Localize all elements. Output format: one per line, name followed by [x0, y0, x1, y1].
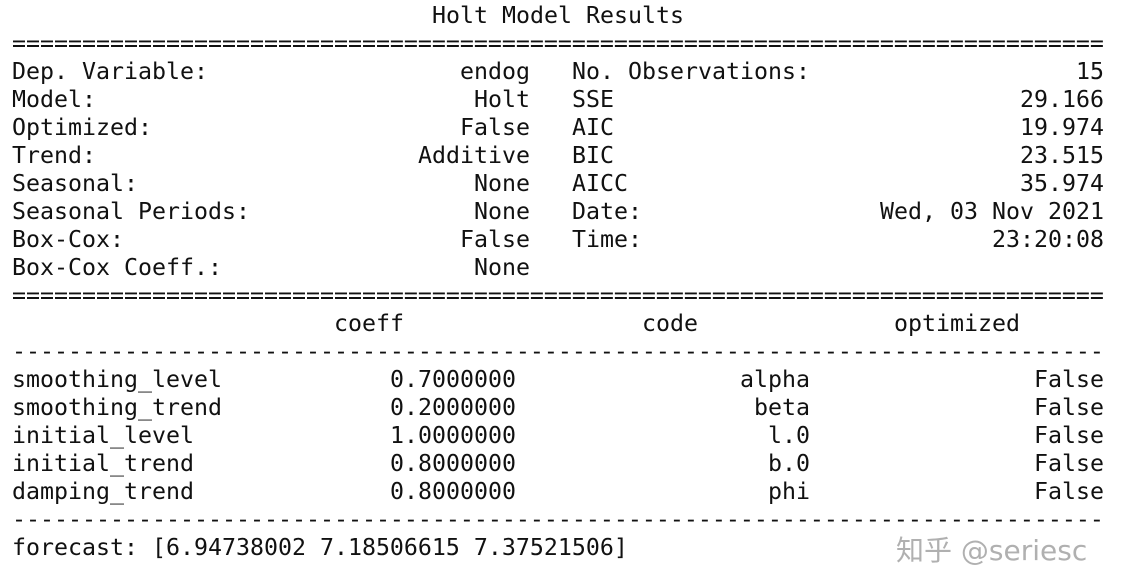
info-value: 23.515 — [1020, 142, 1104, 169]
param-name: initial_level — [12, 422, 194, 449]
watermark: 知乎 @seriesc — [896, 534, 1088, 567]
double-rule: ========================================… — [12, 30, 1104, 57]
param-code: l.0 — [768, 422, 810, 449]
params-row: smoothing_trend 0.2000000 beta False — [12, 394, 1104, 422]
info-value: Additive — [418, 142, 530, 169]
info-value: Holt — [474, 86, 530, 113]
param-optimized: False — [1034, 394, 1104, 421]
param-name: smoothing_level — [12, 366, 222, 393]
info-label: AIC — [572, 114, 614, 141]
param-coeff: 1.0000000 — [390, 422, 516, 449]
info-value: endog — [460, 58, 530, 85]
info-value: 35.974 — [1020, 170, 1104, 197]
info-value: 29.166 — [1020, 86, 1104, 113]
column-header-code: code — [642, 310, 698, 337]
info-label: Seasonal Periods: — [12, 198, 250, 225]
info-row: Dep. Variable: endog No. Observations: 15 — [12, 58, 1104, 86]
info-label: No. Observations: — [572, 58, 810, 85]
param-optimized: False — [1034, 422, 1104, 449]
info-label: Date: — [572, 198, 642, 225]
info-label: Dep. Variable: — [12, 58, 208, 85]
info-label: Box-Cox: — [12, 226, 124, 253]
column-header-optimized: optimized — [894, 310, 1020, 337]
info-value: 19.974 — [1020, 114, 1104, 141]
params-row: initial_trend 0.8000000 b.0 False — [12, 450, 1104, 478]
param-coeff: 0.2000000 — [390, 394, 516, 421]
params-row: initial_level 1.0000000 l.0 False — [12, 422, 1104, 450]
param-code: alpha — [740, 366, 810, 393]
param-code: beta — [754, 394, 810, 421]
info-value: 23:20:08 — [992, 226, 1104, 253]
info-row: Box-Cox Coeff.: None — [12, 254, 1104, 282]
info-value: None — [474, 170, 530, 197]
info-label: BIC — [572, 142, 614, 169]
param-name: smoothing_trend — [12, 394, 222, 421]
param-coeff: 0.8000000 — [390, 450, 516, 477]
info-value: None — [474, 198, 530, 225]
info-label: Seasonal: — [12, 170, 138, 197]
param-coeff: 0.8000000 — [390, 478, 516, 505]
param-code: b.0 — [768, 450, 810, 477]
info-value: False — [460, 114, 530, 141]
info-value: Wed, 03 Nov 2021 — [880, 198, 1104, 225]
column-header-coeff: coeff — [334, 310, 404, 337]
info-label: Time: — [572, 226, 642, 253]
table-title: Holt Model Results — [432, 2, 684, 29]
info-value: False — [460, 226, 530, 253]
param-name: initial_trend — [12, 450, 194, 477]
param-optimized: False — [1034, 450, 1104, 477]
param-optimized: False — [1034, 366, 1104, 393]
single-rule: ----------------------------------------… — [12, 506, 1104, 533]
params-header: coeff code optimized — [12, 310, 1104, 338]
info-value: 15 — [1076, 58, 1104, 85]
param-optimized: False — [1034, 478, 1104, 505]
params-row: damping_trend 0.8000000 phi False — [12, 478, 1104, 506]
info-label: Box-Cox Coeff.: — [12, 254, 222, 281]
params-row: smoothing_level 0.7000000 alpha False — [12, 366, 1104, 394]
info-label: SSE — [572, 86, 614, 113]
info-row: Box-Cox: False Time: 23:20:08 — [12, 226, 1104, 254]
info-label: AICC — [572, 170, 628, 197]
info-row: Model: Holt SSE 29.166 — [12, 86, 1104, 114]
single-rule: ----------------------------------------… — [12, 338, 1104, 365]
info-row: Optimized: False AIC 19.974 — [12, 114, 1104, 142]
info-label: Model: — [12, 86, 96, 113]
info-value: None — [474, 254, 530, 281]
info-row: Seasonal Periods: None Date: Wed, 03 Nov 20… — [12, 198, 1104, 226]
info-row: Trend: Additive BIC 23.515 — [12, 142, 1104, 170]
param-code: phi — [768, 478, 810, 505]
info-row: Seasonal: None AICC 35.974 — [12, 170, 1104, 198]
double-rule: ========================================… — [12, 282, 1104, 309]
info-label: Trend: — [12, 142, 96, 169]
param-coeff: 0.7000000 — [390, 366, 516, 393]
info-label: Optimized: — [12, 114, 152, 141]
forecast-output: forecast: [6.94738002 7.18506615 7.37521… — [12, 534, 628, 561]
param-name: damping_trend — [12, 478, 194, 505]
